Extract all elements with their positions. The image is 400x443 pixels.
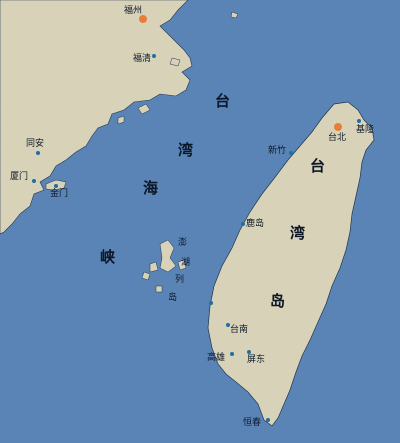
island-label-char: 岛 [270, 292, 286, 310]
fuzhou-dot [139, 15, 147, 23]
city-label-fuqing: 福清 [133, 54, 152, 64]
penghu-island [149, 261, 159, 273]
taibei-dot [334, 123, 342, 131]
hengchun-dot [266, 418, 270, 422]
jinmen-dot [54, 184, 58, 188]
penghu-island [177, 259, 187, 271]
island-label-char: 湾 [290, 224, 306, 242]
mainland-fujian [0, 0, 193, 235]
strait-label-char: 湾 [178, 141, 194, 159]
penghu-label-char: 列 [175, 275, 185, 285]
strait-label-char: 峡 [100, 248, 116, 266]
coast-dot [209, 301, 213, 305]
coastal-islet [230, 11, 239, 19]
city-label-gaoxiong: 高雄 [207, 353, 226, 363]
city-label-tainan: 台南 [230, 325, 249, 335]
penghu-island [159, 239, 177, 273]
coastal-islet [117, 115, 125, 125]
city-label-pingdong: 屏东 [247, 355, 266, 365]
xiamen-dot [32, 179, 36, 183]
city-label-lugang: 鹿岛 [246, 219, 265, 229]
penghu-label-char: 岛 [168, 293, 178, 303]
city-label-xiamen: 厦门 [10, 172, 29, 182]
tongan-dot [36, 151, 40, 155]
strait-label-char: 台 [215, 92, 231, 110]
city-label-jilong: 基隆 [356, 125, 375, 135]
coastal-islet [137, 103, 151, 115]
city-label-xinzhu: 新竹 [268, 146, 287, 156]
city-label-hengchun: 恒春 [243, 418, 262, 428]
penghu-island [141, 271, 151, 281]
penghu-label-char: 湖 [181, 258, 191, 268]
fuqing-dot [152, 54, 156, 58]
taiwan-island [207, 101, 375, 427]
city-label-fuzhou: 福州 [124, 6, 143, 16]
xinzhu-dot [289, 151, 293, 155]
island-label-char: 台 [310, 157, 326, 175]
city-label-jinmen: 金门 [50, 189, 69, 199]
city-label-taibei: 台北 [328, 133, 347, 143]
penghu-label-char: 澎 [178, 238, 188, 248]
tainan-dot [226, 323, 230, 327]
lugang-dot [241, 222, 245, 226]
strait-label-char: 海 [143, 179, 159, 197]
penghu-island [155, 285, 163, 293]
jilong-dot [357, 119, 361, 123]
coastal-islet [169, 57, 181, 67]
gaoxiong-dot [230, 352, 234, 356]
pingdong-dot [247, 350, 251, 354]
city-label-tongan: 同安 [26, 139, 45, 149]
